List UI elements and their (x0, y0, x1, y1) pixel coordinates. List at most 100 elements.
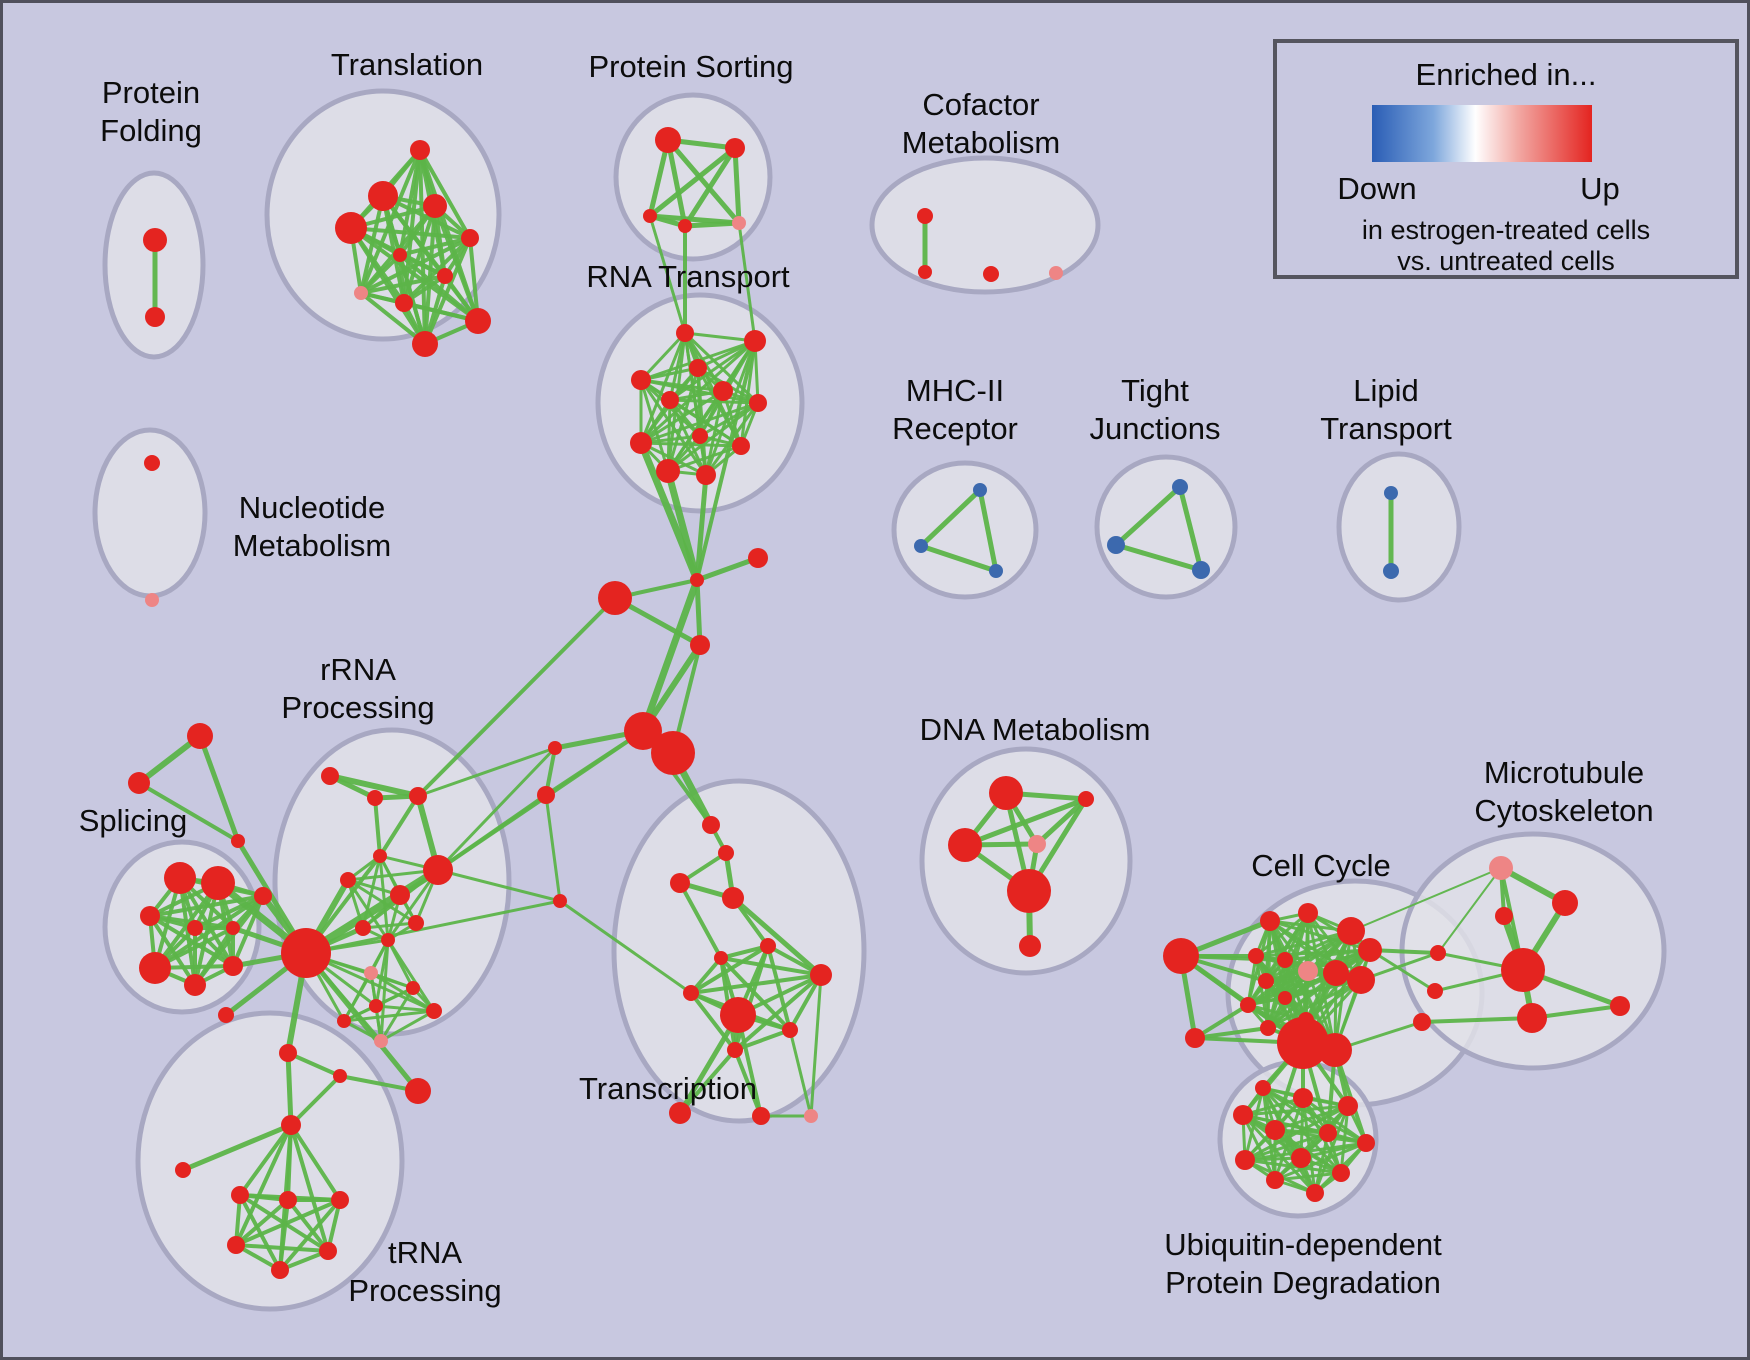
node-cc3 (1298, 903, 1318, 923)
node-rt0 (676, 324, 694, 342)
node-hub1 (624, 712, 662, 750)
node-tr13 (752, 1107, 770, 1125)
cluster-label-protein-sorting: Protein Sorting (588, 49, 793, 84)
node-ub7 (1235, 1150, 1255, 1170)
node-tr3 (722, 887, 744, 909)
node-cc10 (1347, 966, 1375, 994)
node-mt2 (1495, 907, 1513, 925)
edge (359, 253, 402, 295)
node-hub2 (651, 731, 695, 775)
edge (148, 914, 235, 968)
cluster-label-trna-processing: tRNA Processing (348, 1235, 501, 1308)
edge (683, 331, 760, 405)
node-lf2 (553, 894, 567, 908)
legend-title: Enriched in... (1415, 57, 1597, 92)
edge (1266, 978, 1363, 1030)
node-cc15 (1260, 1020, 1276, 1036)
edge (677, 1012, 741, 1116)
node-ub5 (1319, 1124, 1337, 1142)
node-cn3 (690, 635, 710, 655)
node-tr8 (683, 985, 699, 1001)
edge (359, 274, 447, 295)
node-tn4 (331, 1191, 349, 1209)
node-rr3 (373, 849, 387, 863)
node-tr5 (760, 938, 776, 954)
legend-box: Enriched in... Down Up in estrogen-treat… (1273, 39, 1739, 279)
node-sp1 (201, 866, 235, 900)
edge (639, 576, 701, 735)
node-ub9 (1266, 1171, 1284, 1189)
edge (1113, 484, 1183, 548)
node-dn3 (1028, 835, 1046, 853)
node-sx2 (231, 834, 245, 848)
node-tn5 (227, 1236, 245, 1254)
cluster-label-nucleotide: Nucleotide Metabolism (233, 490, 392, 563)
edge (664, 467, 701, 584)
edge (918, 487, 983, 549)
node-rr5 (423, 855, 453, 885)
node-rr11 (406, 981, 420, 995)
edge (732, 145, 742, 226)
node-cc2 (1260, 911, 1280, 931)
edge (1420, 1016, 1534, 1024)
node-cc17 (1318, 1033, 1352, 1067)
node-rr4 (340, 872, 356, 888)
node-rr7 (408, 915, 424, 931)
edge (678, 1048, 737, 1115)
node-rr14 (426, 1003, 442, 1019)
node-mh2 (989, 564, 1003, 578)
node-t3 (423, 194, 447, 218)
cluster-label-tight-junctions: Tight Junctions (1090, 373, 1221, 446)
edge (286, 1051, 342, 1078)
edge (668, 398, 760, 405)
edge (234, 1243, 330, 1253)
node-tr1 (718, 845, 734, 861)
edge (436, 868, 562, 903)
edge (694, 555, 761, 583)
edge (639, 389, 725, 445)
edge (1350, 867, 1502, 932)
edge (730, 895, 824, 978)
edge (733, 1048, 763, 1118)
edge (148, 894, 265, 918)
edge (1266, 971, 1338, 1030)
node-tnm (333, 1069, 347, 1083)
node-t0 (410, 140, 430, 160)
node-cn2 (598, 581, 632, 615)
edge (1283, 948, 1372, 962)
node-tn0 (281, 1115, 301, 1135)
node-ps2 (643, 209, 657, 223)
node-ub4 (1265, 1120, 1285, 1140)
edge (289, 1123, 342, 1202)
edge (416, 746, 557, 798)
edge (678, 881, 723, 960)
node-tj2 (1192, 561, 1210, 579)
node-tr12 (669, 1102, 691, 1124)
edge (433, 204, 480, 323)
node-mt6 (1430, 945, 1446, 961)
edge (418, 148, 472, 240)
node-cc8 (1298, 961, 1318, 981)
edge (1273, 1104, 1350, 1132)
node-tr14 (804, 1109, 818, 1123)
edge (1437, 867, 1502, 954)
edge (733, 973, 823, 1052)
node-cc12 (1240, 997, 1256, 1013)
edge (373, 796, 382, 858)
node-rr9 (381, 933, 395, 947)
edge (668, 339, 757, 402)
edge (639, 441, 708, 477)
node-rt2 (689, 359, 707, 377)
edge (398, 253, 447, 278)
edge (665, 137, 742, 226)
node-ub11 (1306, 1184, 1324, 1202)
node-mt7 (1427, 983, 1443, 999)
node-cn1 (748, 548, 768, 568)
node-dn0 (989, 776, 1023, 810)
edge (704, 389, 725, 477)
cluster-labels: Protein Folding Translation Protein Sorting… (79, 47, 1654, 1308)
node-pf0 (143, 228, 167, 252)
edge (1368, 948, 1437, 993)
edge (683, 331, 757, 343)
edge (1113, 542, 1204, 573)
